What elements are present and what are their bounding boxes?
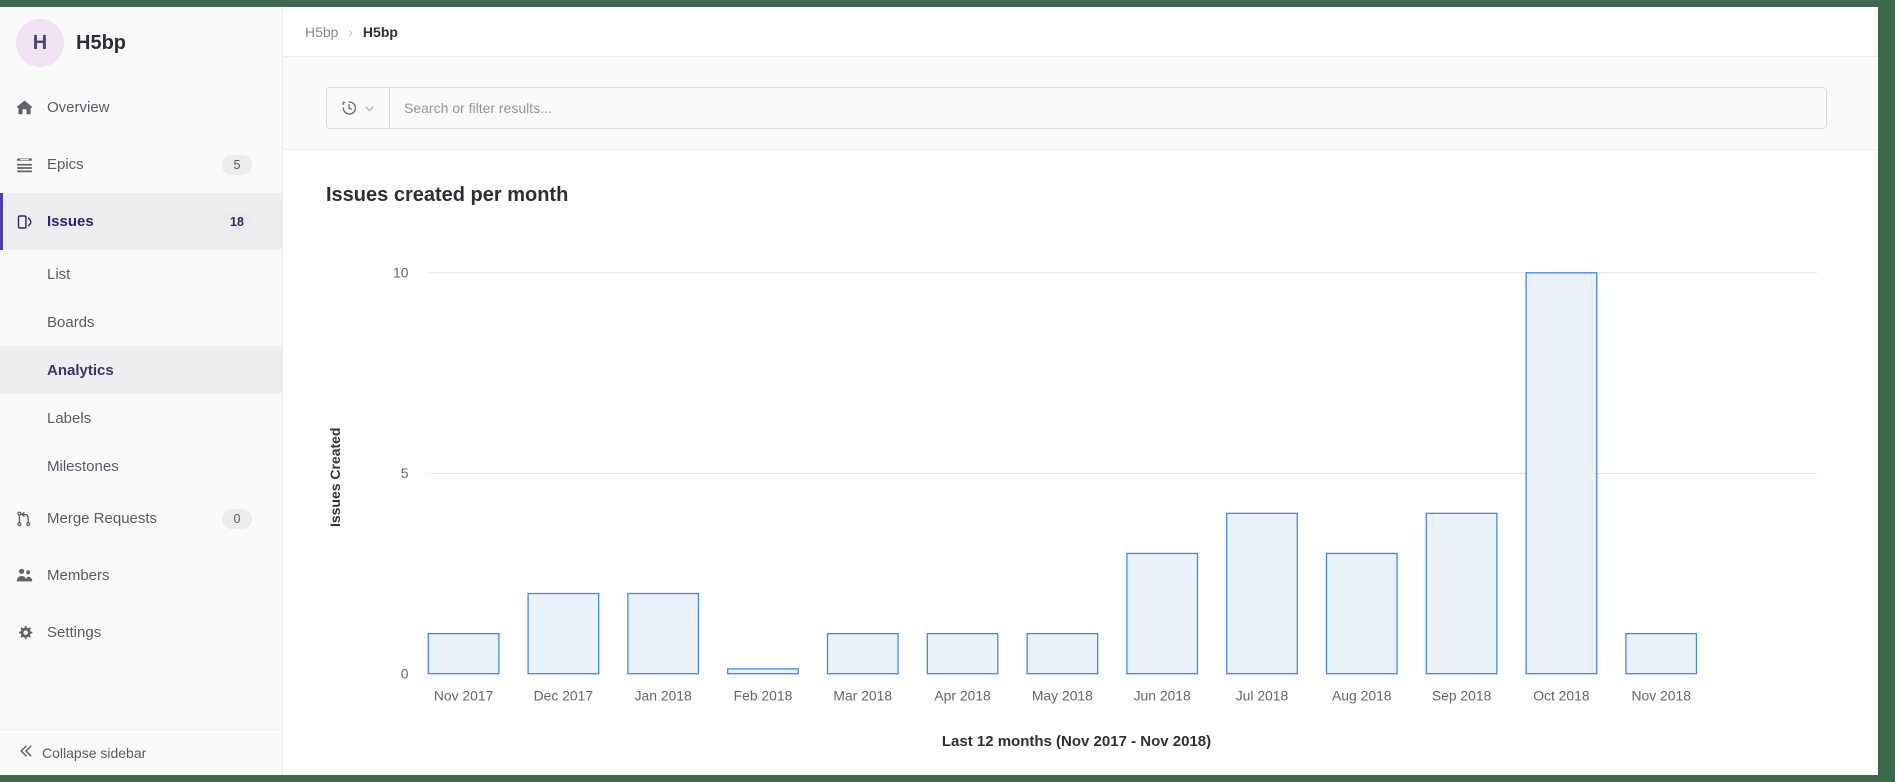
svg-text:10: 10 — [393, 264, 409, 280]
svg-text:Nov 2018: Nov 2018 — [1631, 688, 1691, 704]
svg-text:Mar 2018: Mar 2018 — [833, 688, 892, 704]
svg-text:Jan 2018: Jan 2018 — [635, 688, 692, 704]
svg-text:Issues Created: Issues Created — [327, 428, 343, 527]
svg-text:Jul 2018: Jul 2018 — [1236, 688, 1289, 704]
svg-text:Aug 2018: Aug 2018 — [1332, 688, 1392, 704]
svg-text:Sep 2018: Sep 2018 — [1432, 688, 1492, 704]
svg-text:5: 5 — [401, 465, 409, 481]
svg-text:Feb 2018: Feb 2018 — [734, 688, 793, 704]
svg-text:Nov 2017: Nov 2017 — [434, 688, 494, 704]
svg-text:May 2018: May 2018 — [1032, 688, 1093, 704]
svg-text:0: 0 — [401, 665, 409, 681]
svg-text:Dec 2017: Dec 2017 — [534, 688, 594, 704]
svg-text:Oct 2018: Oct 2018 — [1533, 688, 1590, 704]
svg-text:Jun 2018: Jun 2018 — [1134, 688, 1191, 704]
svg-text:Apr 2018: Apr 2018 — [934, 688, 991, 704]
